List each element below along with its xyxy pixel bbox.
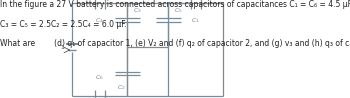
Text: 1: 1: [60, 44, 64, 50]
Text: C₃ = C₅ = 2.5C₂ = 2.5C₄ = 6.0 μF.: C₃ = C₅ = 2.5C₂ = 2.5C₄ = 6.0 μF.: [0, 20, 127, 29]
Text: $C_6$: $C_6$: [95, 73, 104, 82]
Text: $C_3$: $C_3$: [133, 6, 141, 15]
Text: What are        (d) q₁ of capacitor 1, (e) V₂ and (f) q₂ of capacitor 2, and (g): What are (d) q₁ of capacitor 1, (e) V₂ a…: [0, 39, 350, 48]
Text: $C_2$: $C_2$: [117, 83, 126, 92]
Text: In the figure a 27 V battery is connected across capacitors of capacitances C₁ =: In the figure a 27 V battery is connecte…: [0, 0, 350, 9]
Text: $C_4$: $C_4$: [95, 16, 104, 25]
Text: $C_1$: $C_1$: [191, 16, 200, 25]
Text: $C_5$: $C_5$: [174, 6, 183, 15]
